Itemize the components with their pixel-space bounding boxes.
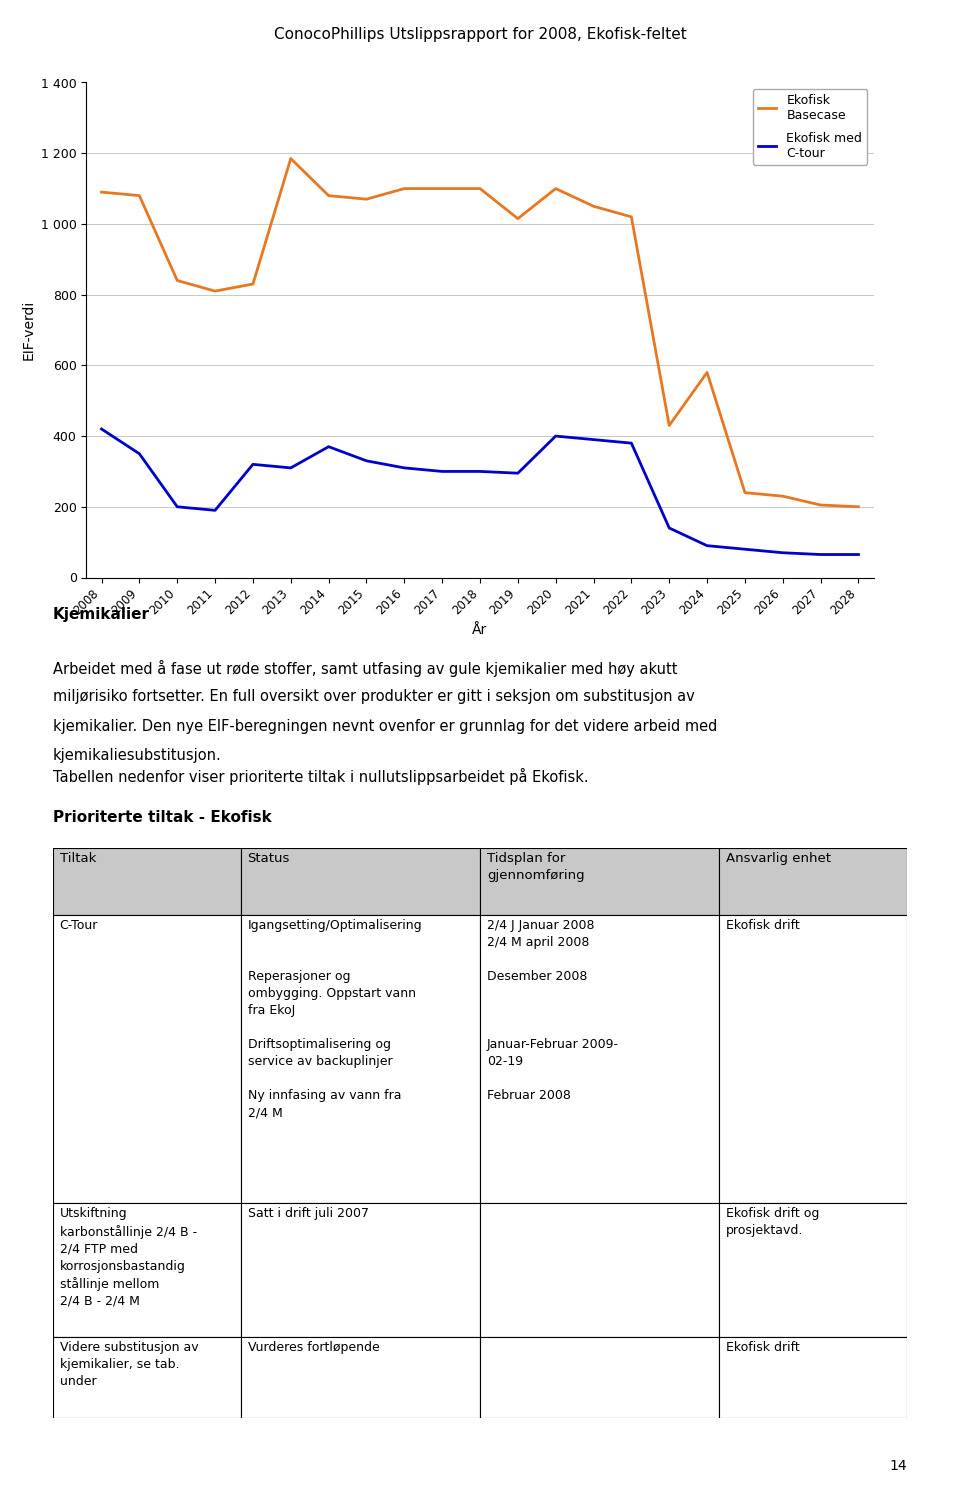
Bar bbox=[241, 847, 480, 915]
Text: Kjemikalier: Kjemikalier bbox=[53, 608, 150, 622]
Bar bbox=[241, 915, 480, 1203]
Text: Satt i drift juli 2007: Satt i drift juli 2007 bbox=[248, 1208, 369, 1219]
Bar bbox=[241, 1203, 480, 1336]
Bar bbox=[719, 915, 907, 1203]
Text: 14: 14 bbox=[890, 1460, 907, 1473]
Bar bbox=[480, 847, 719, 915]
Text: Videre substitusjon av
kjemikalier, se tab.
under: Videre substitusjon av kjemikalier, se t… bbox=[60, 1341, 199, 1388]
Bar bbox=[719, 1336, 907, 1418]
Text: Vurderes fortløpende: Vurderes fortløpende bbox=[248, 1341, 379, 1354]
Bar bbox=[719, 847, 907, 915]
Bar bbox=[241, 1336, 480, 1418]
Text: kjemikaliesubstitusjon.: kjemikaliesubstitusjon. bbox=[53, 747, 222, 762]
Bar bbox=[480, 1336, 719, 1418]
Text: Tabellen nedenfor viser prioriterte tiltak i nullutslippsarbeidet på Ekofisk.: Tabellen nedenfor viser prioriterte tilt… bbox=[53, 768, 588, 784]
Text: miljørisiko fortsetter. En full oversikt over produkter er gitt i seksjon om sub: miljørisiko fortsetter. En full oversikt… bbox=[53, 688, 694, 703]
Text: Ekofisk drift: Ekofisk drift bbox=[726, 1341, 800, 1354]
X-axis label: År: År bbox=[472, 622, 488, 638]
Bar bbox=[53, 1336, 241, 1418]
Text: C-Tour: C-Tour bbox=[60, 920, 98, 933]
Bar bbox=[53, 847, 241, 915]
Text: 2/4 J Januar 2008
2/4 M april 2008

Desember 2008



Januar-Februar 2009-
02-19
: 2/4 J Januar 2008 2/4 M april 2008 Desem… bbox=[487, 920, 619, 1102]
Legend: Ekofisk
Basecase, Ekofisk med
C-tour: Ekofisk Basecase, Ekofisk med C-tour bbox=[753, 88, 867, 165]
Y-axis label: EIF-verdi: EIF-verdi bbox=[21, 300, 36, 360]
Bar bbox=[53, 1203, 241, 1336]
Text: Status: Status bbox=[248, 852, 290, 865]
Text: Arbeidet med å fase ut røde stoffer, samt utfasing av gule kjemikalier med høy a: Arbeidet med å fase ut røde stoffer, sam… bbox=[53, 660, 678, 676]
Text: Ekofisk drift: Ekofisk drift bbox=[726, 920, 800, 933]
Text: Prioriterte tiltak - Ekofisk: Prioriterte tiltak - Ekofisk bbox=[53, 810, 272, 825]
Bar bbox=[53, 915, 241, 1203]
Text: Tiltak: Tiltak bbox=[60, 852, 96, 865]
Text: ConocoPhillips Utslippsrapport for 2008, Ekofisk-feltet: ConocoPhillips Utslippsrapport for 2008,… bbox=[274, 27, 686, 42]
Text: Tidsplan for
gjennomføring: Tidsplan for gjennomføring bbox=[487, 852, 585, 882]
Text: Ansvarlig enhet: Ansvarlig enhet bbox=[726, 852, 831, 865]
Text: Ekofisk drift og
prosjektavd.: Ekofisk drift og prosjektavd. bbox=[726, 1208, 820, 1237]
Bar bbox=[719, 1203, 907, 1336]
Bar bbox=[480, 915, 719, 1203]
Text: Utskiftning
karbonstållinje 2/4 B -
2/4 FTP med
korrosjonsbastandig
stållinje me: Utskiftning karbonstållinje 2/4 B - 2/4 … bbox=[60, 1208, 197, 1308]
Bar bbox=[480, 1203, 719, 1336]
Text: Igangsetting/Optimalisering


Reperasjoner og
ombygging. Oppstart vann
fra EkoJ
: Igangsetting/Optimalisering Reperasjoner… bbox=[248, 920, 422, 1119]
Text: kjemikalier. Den nye EIF-beregningen nevnt ovenfor er grunnlag for det videre ar: kjemikalier. Den nye EIF-beregningen nev… bbox=[53, 718, 717, 734]
